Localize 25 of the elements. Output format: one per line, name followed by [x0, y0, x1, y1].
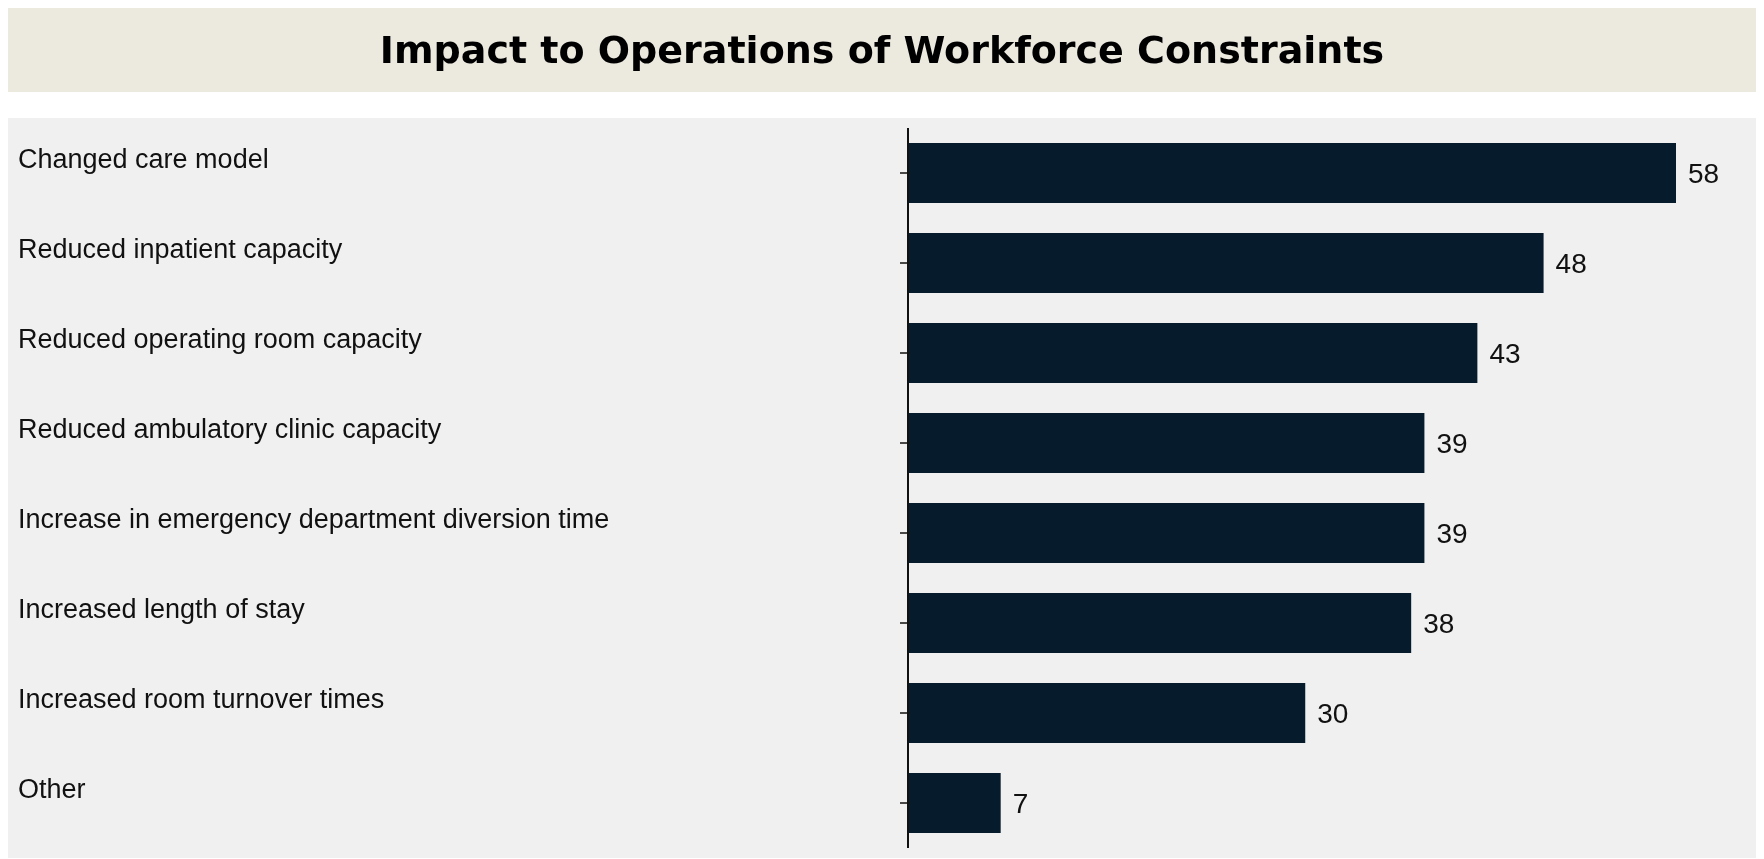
data-label: 48: [1555, 247, 1587, 279]
bar: [908, 773, 1001, 833]
data-label: 7: [1012, 787, 1029, 819]
y-tick-label: Increased room turnover times: [18, 684, 385, 714]
bar: [908, 683, 1306, 743]
bar: [908, 233, 1544, 293]
y-tick-label: Increase in emergency department diversion time: [18, 504, 610, 534]
y-tick-label: Reduced ambulatory clinic capacity: [18, 414, 442, 444]
y-tick-label: Changed care model: [18, 144, 269, 174]
data-label: 39: [1436, 517, 1468, 549]
bar: [908, 503, 1425, 563]
y-tick-label: Other: [18, 774, 86, 804]
y-tick-label: Increased length of stay: [18, 594, 306, 624]
bar: [908, 323, 1478, 383]
data-label: 38: [1423, 607, 1455, 639]
data-label: 39: [1436, 427, 1468, 459]
data-label: 30: [1317, 697, 1349, 729]
bar: [908, 593, 1412, 653]
y-tick-label: Reduced operating room capacity: [18, 324, 423, 354]
bar: [908, 413, 1425, 473]
data-label: 43: [1489, 337, 1521, 369]
data-label: 58: [1688, 157, 1720, 189]
chart-title: Impact to Operations of Workforce Constraints: [8, 8, 1756, 92]
y-tick-label: Reduced inpatient capacity: [18, 234, 343, 264]
bar: [908, 143, 1676, 203]
